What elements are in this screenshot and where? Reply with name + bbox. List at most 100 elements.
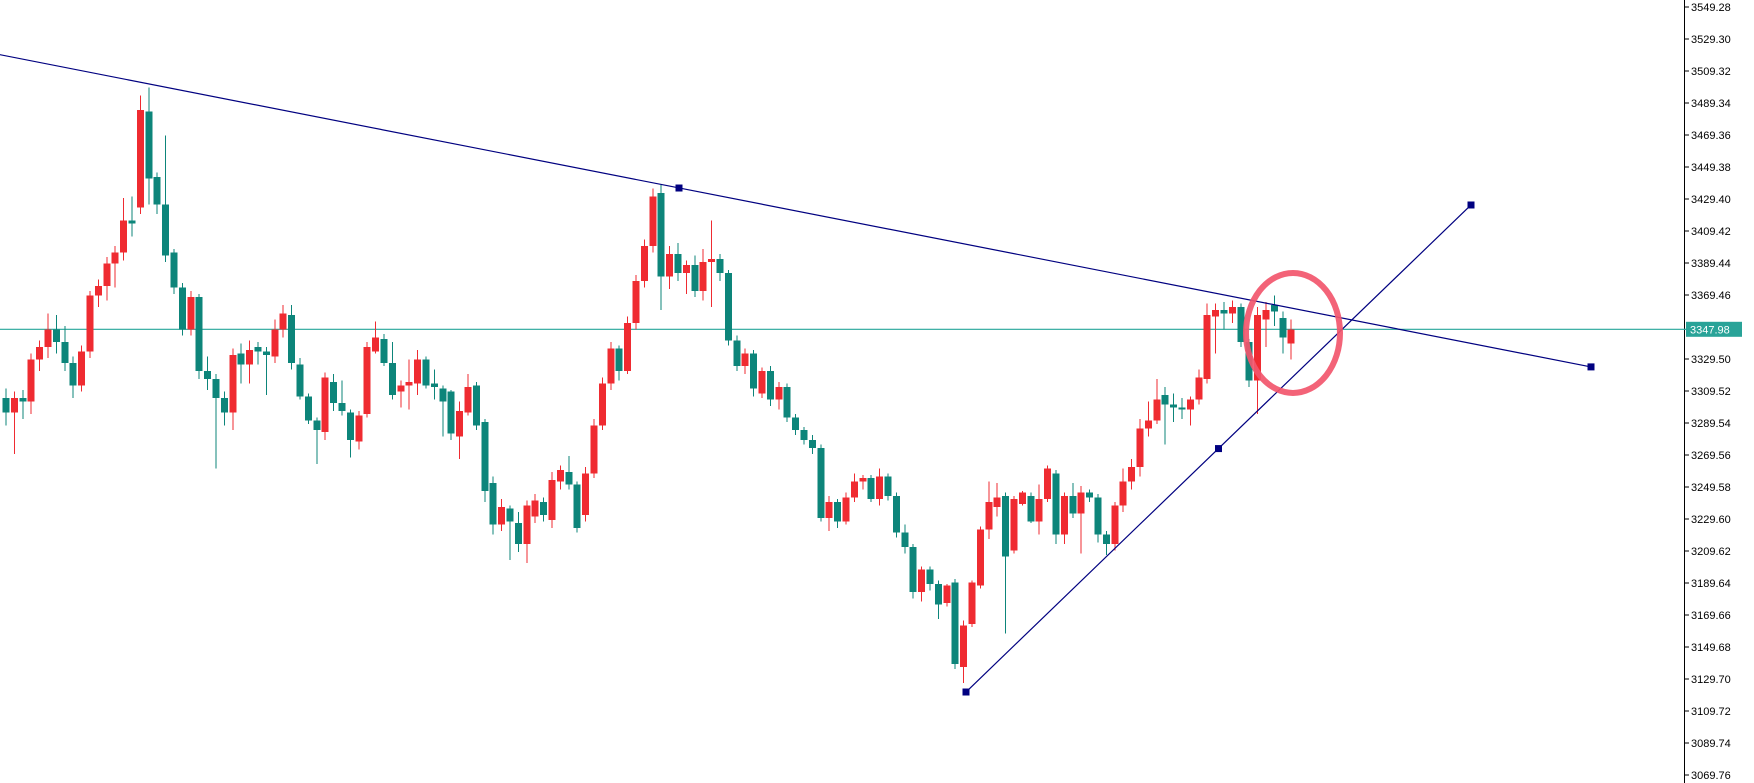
candle-body	[78, 351, 86, 386]
trendline-segment[interactable]	[0, 9, 1592, 368]
candle-body	[1035, 499, 1043, 522]
candle-body	[1018, 492, 1026, 504]
candle-body	[254, 346, 262, 352]
candle-body	[153, 177, 161, 205]
candle-body	[993, 497, 1001, 508]
candle-body	[1161, 394, 1169, 405]
candle-body	[808, 439, 816, 448]
candle-body	[321, 377, 329, 432]
candle-body	[103, 263, 111, 287]
price-axis-tick-label: 3129.70	[1691, 674, 1731, 686]
candle-body	[1153, 399, 1161, 421]
candle-body	[556, 470, 564, 482]
candle-body	[1002, 495, 1010, 557]
candle-body	[187, 297, 195, 330]
candle-body	[472, 385, 480, 426]
candle-body	[498, 507, 506, 525]
candle-body	[1136, 428, 1144, 467]
candle-body	[464, 386, 472, 413]
candle-body	[288, 314, 296, 363]
candle-body	[330, 382, 338, 403]
candle-body	[489, 483, 497, 525]
price-axis-tick-label: 3249.58	[1691, 482, 1731, 494]
candle-body	[607, 348, 615, 384]
candle-body	[279, 313, 287, 330]
candle-body	[968, 582, 976, 624]
price-axis-tick-label: 3489.34	[1691, 98, 1731, 110]
trendline-anchor-square[interactable]	[962, 688, 970, 696]
candle-body	[86, 295, 94, 352]
candle-body	[120, 220, 128, 253]
candle-body	[850, 481, 858, 498]
candle-body	[36, 346, 44, 360]
price-axis-tick-label: 3229.60	[1691, 514, 1731, 526]
trendline-descending-resistance[interactable]	[0, 9, 1595, 371]
candle-body	[1102, 534, 1110, 544]
price-axis-tick-label: 3449.38	[1691, 162, 1731, 174]
candle-body	[1254, 314, 1262, 381]
candle-body	[481, 422, 489, 492]
price-axis-tick-label: 3529.30	[1691, 34, 1731, 46]
candle-body	[1178, 407, 1186, 410]
candle-body	[775, 386, 783, 400]
candle-body	[766, 370, 774, 400]
highlight-ellipse-annotation[interactable]	[1243, 269, 1343, 396]
candle-body	[943, 585, 951, 604]
candle-body	[414, 359, 422, 384]
candle-body	[69, 362, 77, 386]
candle-body	[951, 582, 959, 664]
candle-body	[582, 473, 590, 516]
current-price-axis-label: 3347.98	[1684, 321, 1742, 337]
candle-body	[1262, 310, 1270, 320]
trendline-anchor-square[interactable]	[1587, 363, 1595, 371]
candle-body	[10, 398, 18, 413]
price-axis-tick-label: 3209.62	[1691, 546, 1731, 558]
candle-body	[716, 258, 724, 274]
price-axis-tick-label: 3409.42	[1691, 226, 1731, 238]
candle-body	[926, 569, 934, 584]
candle-body	[1270, 305, 1278, 312]
price-axis-tick-label: 3369.46	[1691, 290, 1731, 302]
price-axis[interactable]: 3549.28 3529.30 3509.32 3489.34 3469.36 3449.…	[1684, 0, 1731, 783]
candle-body	[1170, 404, 1178, 408]
candle-body	[674, 253, 682, 274]
candle-body	[229, 354, 237, 413]
candle-body	[859, 478, 867, 482]
candle-body	[598, 383, 606, 426]
candle-body	[430, 383, 438, 387]
candle-body	[1203, 314, 1211, 379]
candle-body	[212, 378, 220, 399]
candle-body	[162, 204, 170, 256]
candle-body	[682, 265, 690, 274]
candle-body	[909, 547, 917, 592]
candle-body	[523, 505, 531, 544]
candle-body	[1060, 495, 1068, 535]
candle-body	[834, 502, 842, 522]
trendline-ascending-support[interactable]	[962, 201, 1475, 696]
candle-body	[380, 338, 388, 363]
candle-body	[1228, 306, 1236, 314]
candle-body	[271, 329, 279, 357]
trendline-anchor-square[interactable]	[1215, 445, 1222, 453]
candle-body	[1010, 499, 1018, 551]
candle-body	[262, 351, 270, 355]
trendline-anchor-square[interactable]	[675, 184, 683, 192]
candle-body	[506, 508, 514, 522]
price-axis-tick-label: 3109.72	[1691, 706, 1731, 718]
candle-body	[615, 348, 623, 371]
candle-body	[1069, 495, 1077, 514]
candle-body	[1212, 310, 1220, 317]
candle-body	[204, 370, 212, 379]
candle-body	[355, 415, 363, 442]
candle-body	[1186, 399, 1194, 410]
candle-body	[237, 353, 245, 365]
candle-body	[632, 281, 640, 323]
candle-body	[1237, 306, 1245, 343]
candle-body	[145, 111, 153, 179]
price-axis-tick-label: 3549.28	[1691, 2, 1731, 14]
candle-body	[1044, 468, 1052, 500]
candle-body	[220, 398, 228, 413]
trendline-anchor-square[interactable]	[1467, 201, 1475, 209]
price-axis-tick-label: 3469.36	[1691, 130, 1731, 142]
